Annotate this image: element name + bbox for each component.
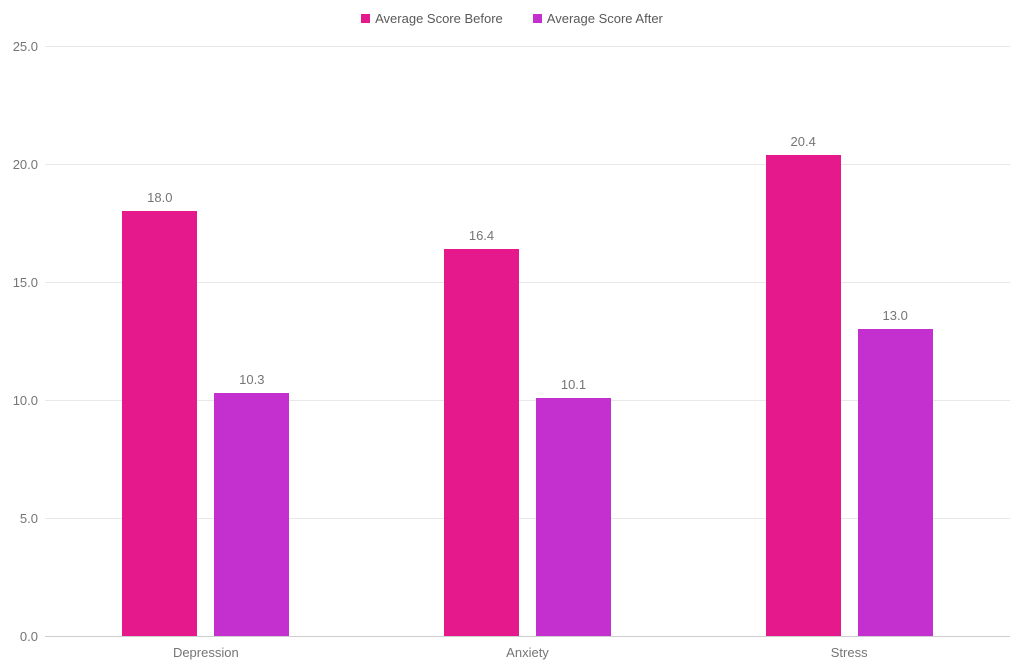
legend-item-average-score-after: Average Score After (532, 11, 663, 26)
gridline (45, 518, 1010, 519)
legend-swatch-icon (361, 14, 371, 23)
gridline (45, 400, 1010, 401)
gridline (45, 282, 1010, 283)
bar-value-label: 10.3 (239, 371, 265, 387)
x-axis-baseline (45, 636, 1010, 637)
y-axis-tick-label: 15.0 (12, 275, 38, 290)
bar-anxiety-average-score-before (444, 248, 519, 636)
bar-value-label: 13.0 (882, 308, 908, 324)
legend-swatch-icon (532, 14, 542, 23)
y-axis-tick-label: 0.0 (19, 629, 38, 644)
plot-area: 18.0 10.3 16.4 10.1 20.4 13.0 (45, 46, 1010, 637)
y-axis-tick-label: 25.0 (12, 39, 38, 54)
bar-value-label: 20.4 (790, 133, 816, 149)
x-axis-label-stress: Stress (830, 645, 868, 660)
gridline (45, 164, 1010, 165)
bar-value-label: 16.4 (468, 227, 495, 243)
chart-legend: Average Score Before Average Score After (0, 11, 1024, 26)
bar-depression-average-score-before (122, 211, 198, 636)
x-axis-label-anxiety: Anxiety (506, 645, 549, 660)
y-axis-tick-label: 10.0 (12, 393, 38, 408)
bar-value-label: 10.1 (560, 376, 587, 392)
y-axis-tick-label: 5.0 (19, 511, 38, 526)
bar-anxiety-average-score-after (536, 397, 611, 636)
legend-label: Average Score Before (375, 11, 503, 26)
bar-stress-average-score-before (765, 154, 841, 636)
bar-depression-average-score-after (214, 392, 290, 636)
x-axis-label-depression: Depression (172, 645, 239, 660)
gridline (45, 46, 1010, 47)
bar-value-label: 18.0 (147, 190, 173, 206)
y-axis-tick-label: 20.0 (12, 157, 38, 172)
legend-item-average-score-before: Average Score Before (361, 11, 503, 26)
legend-label: Average Score After (546, 11, 663, 26)
bar-stress-average-score-after (857, 329, 933, 636)
